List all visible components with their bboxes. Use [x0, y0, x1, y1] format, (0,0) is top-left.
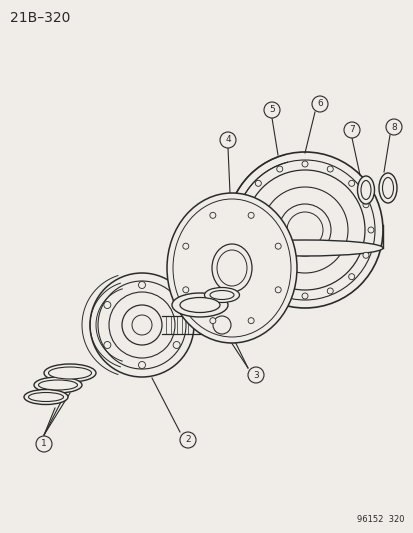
Text: 21B–320: 21B–320 [10, 11, 70, 25]
Text: 4: 4 [225, 135, 230, 144]
Circle shape [301, 293, 307, 299]
Circle shape [276, 288, 282, 294]
Circle shape [362, 252, 368, 259]
Circle shape [367, 227, 373, 233]
Circle shape [385, 119, 401, 135]
Text: 5: 5 [268, 106, 274, 115]
Circle shape [255, 180, 261, 187]
Ellipse shape [44, 364, 96, 382]
Circle shape [255, 273, 261, 280]
Circle shape [348, 180, 354, 187]
Ellipse shape [360, 181, 370, 199]
Circle shape [235, 227, 242, 233]
Ellipse shape [28, 392, 63, 401]
Circle shape [226, 152, 382, 308]
Circle shape [104, 302, 111, 309]
Circle shape [173, 342, 180, 349]
Circle shape [263, 102, 279, 118]
Ellipse shape [38, 380, 77, 390]
Circle shape [326, 288, 332, 294]
Circle shape [180, 432, 195, 448]
Ellipse shape [204, 287, 239, 303]
Circle shape [104, 342, 111, 349]
Circle shape [240, 252, 247, 259]
Circle shape [343, 122, 359, 138]
Circle shape [138, 361, 145, 368]
Ellipse shape [166, 193, 296, 343]
Ellipse shape [34, 377, 82, 393]
Circle shape [138, 281, 145, 288]
Ellipse shape [211, 244, 252, 292]
Ellipse shape [378, 173, 396, 203]
Circle shape [326, 166, 332, 172]
Ellipse shape [382, 177, 392, 198]
Circle shape [209, 212, 215, 219]
Circle shape [247, 212, 254, 219]
Circle shape [219, 132, 235, 148]
Circle shape [212, 316, 230, 334]
Ellipse shape [24, 390, 68, 405]
Circle shape [183, 287, 188, 293]
Ellipse shape [226, 240, 382, 256]
Text: 6: 6 [316, 100, 322, 109]
Circle shape [275, 287, 280, 293]
Circle shape [173, 302, 180, 309]
Circle shape [183, 243, 188, 249]
Circle shape [301, 161, 307, 167]
Circle shape [276, 166, 282, 172]
Text: 7: 7 [348, 125, 354, 134]
Circle shape [275, 243, 280, 249]
Ellipse shape [209, 290, 233, 300]
Circle shape [90, 273, 194, 377]
Text: 2: 2 [185, 435, 190, 445]
Circle shape [36, 436, 52, 452]
Circle shape [247, 318, 254, 324]
Circle shape [247, 367, 263, 383]
Ellipse shape [180, 297, 219, 312]
Text: 8: 8 [390, 123, 396, 132]
Text: 96152  320: 96152 320 [357, 515, 404, 524]
Text: 3: 3 [252, 370, 258, 379]
Circle shape [311, 96, 327, 112]
Text: 1: 1 [41, 440, 47, 448]
Ellipse shape [357, 176, 374, 204]
Ellipse shape [48, 367, 91, 379]
Circle shape [209, 318, 215, 324]
Ellipse shape [171, 293, 228, 317]
Circle shape [362, 202, 368, 208]
Circle shape [348, 273, 354, 280]
Circle shape [240, 202, 247, 208]
